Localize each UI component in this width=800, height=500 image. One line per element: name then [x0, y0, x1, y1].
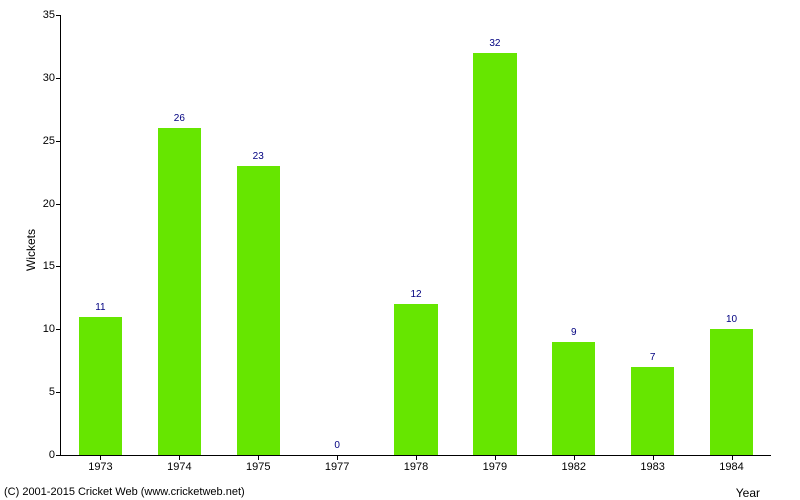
bar-value-label: 0	[334, 440, 340, 451]
bar-value-label: 32	[489, 38, 500, 49]
bar	[552, 342, 595, 455]
bar	[158, 128, 201, 455]
y-axis-label: Wickets	[24, 229, 38, 271]
x-tick-label: 1978	[404, 455, 428, 473]
x-tick-label: 1973	[88, 455, 112, 473]
bar-value-label: 23	[253, 151, 264, 162]
y-tick-label: 15	[43, 260, 61, 272]
x-tick-label: 1974	[167, 455, 191, 473]
bar-value-label: 10	[726, 314, 737, 325]
bar-value-label: 26	[174, 113, 185, 124]
bar	[473, 53, 516, 455]
x-tick-label: 1975	[246, 455, 270, 473]
y-tick-label: 20	[43, 198, 61, 210]
bar	[394, 304, 437, 455]
y-tick-label: 30	[43, 72, 61, 84]
footer-text: (C) 2001-2015 Cricket Web (www.cricketwe…	[4, 486, 245, 498]
bar-value-label: 7	[650, 352, 656, 363]
x-tick-label: 1983	[640, 455, 664, 473]
y-tick-label: 0	[49, 449, 61, 461]
y-tick-label: 10	[43, 323, 61, 335]
bar-value-label: 11	[95, 302, 105, 313]
x-tick-label: 1977	[325, 455, 349, 473]
y-tick-label: 25	[43, 135, 61, 147]
x-axis-label: Year	[736, 486, 760, 500]
bar-value-label: 9	[571, 327, 577, 338]
y-tick-label: 35	[43, 9, 61, 21]
x-tick-label: 1982	[562, 455, 586, 473]
bar	[631, 367, 674, 455]
bar-value-label: 12	[410, 289, 421, 300]
x-tick-label: 1979	[483, 455, 507, 473]
bar	[79, 317, 122, 455]
chart-container: Wickets 0 5 10 15 20 25 30 35 1973 11 1974 26 1975 23…	[0, 0, 800, 500]
x-tick-label: 1984	[719, 455, 743, 473]
plot-area: 0510152025303519731119742619752319770197…	[60, 15, 771, 456]
bar	[237, 166, 280, 455]
y-tick-label: 5	[49, 386, 61, 398]
bar	[710, 329, 753, 455]
